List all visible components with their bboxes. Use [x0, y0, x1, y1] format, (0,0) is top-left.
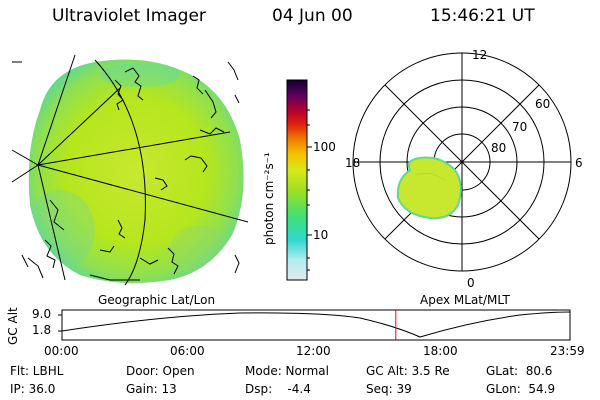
polar-hour-0: 0 [467, 276, 475, 290]
info-door: Door: Open [126, 364, 195, 378]
timeline-ticks [58, 314, 62, 332]
polar-panel-caption: Apex MLat/MLT [420, 293, 510, 307]
polar-hour-18: 18 [345, 156, 361, 170]
polar-aurora-region [396, 156, 462, 220]
timeline-altitude-curve [61, 311, 571, 338]
polar-lat-60: 60 [535, 97, 551, 111]
geo-panel-caption: Geographic Lat/Lon [98, 293, 216, 307]
app-title: Ultraviolet Imager [52, 6, 206, 26]
timeline-x-tick-0000: 00:00 [44, 344, 79, 358]
timeline-frame [61, 309, 571, 341]
info-glat: GLat: 80.6 [486, 364, 553, 378]
polar-lat-80: 80 [491, 141, 507, 155]
timeline-x-tick-2359: 23:59 [550, 344, 585, 358]
colorbar-tick-10: 10 [313, 228, 329, 242]
polar-hour-12: 12 [472, 48, 488, 62]
info-gain: Gain: 13 [126, 382, 177, 396]
info-filter: Flt: LBHL [10, 364, 64, 378]
colorbar [286, 79, 308, 281]
polar-aurora-detail [414, 172, 446, 181]
date-label: 04 Jun 00 [272, 6, 353, 26]
timeline-x-tick-1200: 12:00 [296, 344, 331, 358]
info-seq: Seq: 39 [366, 382, 412, 396]
timeline-axis-label: GC Alt [6, 307, 20, 345]
colorbar-ticks [307, 109, 312, 271]
info-gc-alt: GC Alt: 3.5 Re [366, 364, 450, 378]
colorbar-unit-label: photon cm⁻²s⁻¹ [262, 152, 276, 245]
polar-lat-70: 70 [512, 120, 528, 134]
info-ip: IP: 36.0 [10, 382, 56, 396]
polar-plot [352, 52, 572, 272]
polar-hour-6: 6 [575, 156, 583, 170]
timeline-x-tick-1800: 18:00 [423, 344, 458, 358]
time-label: 15:46:21 UT [430, 6, 535, 26]
info-dsp: Dsp: -4.4 [245, 382, 311, 396]
info-mode: Mode: Normal [245, 364, 329, 378]
info-glon: GLon: 54.9 [486, 382, 556, 396]
colorbar-tick-100: 100 [313, 140, 336, 154]
timeline-x-tick-0600: 06:00 [170, 344, 205, 358]
timeline-y-tick-max: 9.0 [32, 307, 52, 321]
geo-coastlines [21, 61, 240, 281]
timeline-y-tick-min: 1.8 [32, 323, 52, 337]
geo-grid-lines [11, 54, 249, 286]
